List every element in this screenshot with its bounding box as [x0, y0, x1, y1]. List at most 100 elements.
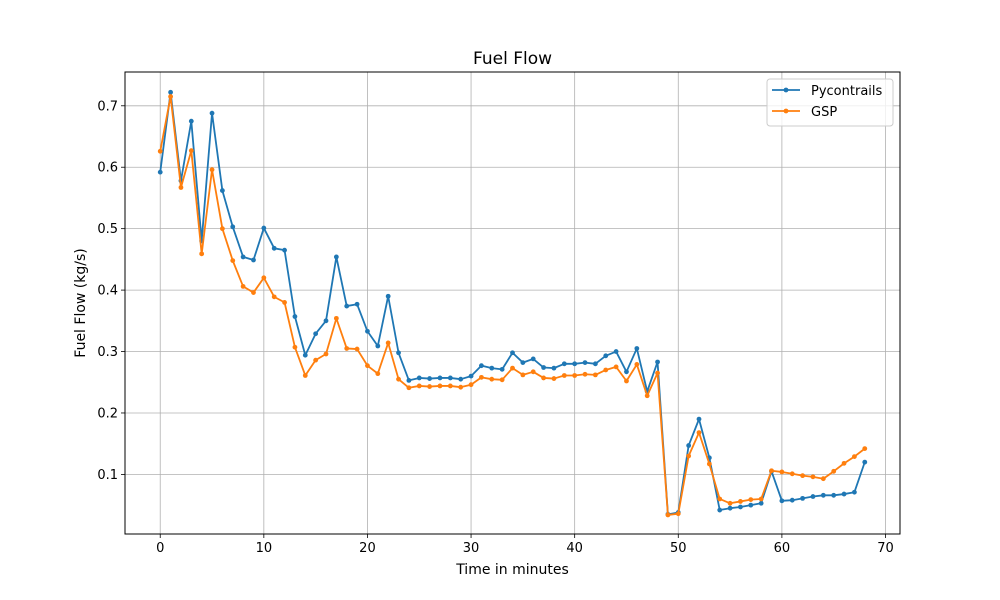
data-point-pycontrails: [686, 443, 692, 448]
data-point-pycontrails: [344, 303, 350, 309]
data-point-gsp: [365, 363, 370, 369]
data-point-pycontrails: [313, 331, 319, 337]
data-point-gsp: [344, 346, 350, 351]
data-point-gsp: [727, 500, 733, 506]
data-point-pycontrails: [510, 350, 515, 356]
legend-label-gsp: GSP: [811, 105, 837, 120]
data-point-pycontrails: [489, 365, 495, 371]
data-point-pycontrails: [530, 356, 536, 362]
data-point-gsp: [437, 383, 443, 389]
data-point-gsp: [323, 351, 329, 357]
data-point-pycontrails: [427, 376, 433, 381]
data-point-pycontrails: [748, 502, 754, 508]
data-point-pycontrails: [157, 169, 163, 175]
data-point-pycontrails: [613, 349, 619, 354]
data-point-pycontrails: [758, 500, 764, 506]
data-point-gsp: [717, 496, 723, 502]
data-point-pycontrails: [800, 495, 806, 501]
data-point-gsp: [396, 376, 401, 382]
data-point-pycontrails: [251, 257, 256, 263]
data-point-pycontrails: [447, 375, 453, 381]
data-point-pycontrails: [365, 328, 370, 334]
data-point-pycontrails: [168, 89, 173, 95]
data-point-pycontrails: [499, 366, 505, 372]
data-point-pycontrails: [862, 459, 868, 465]
data-point-pycontrails: [520, 360, 526, 365]
data-point-pycontrails: [572, 361, 578, 367]
data-point-gsp: [665, 512, 671, 518]
data-point-gsp: [820, 476, 826, 482]
data-point-pycontrails: [810, 494, 816, 499]
data-point-gsp: [499, 377, 505, 383]
chart-title: Fuel Flow: [473, 49, 552, 69]
x-tick-label: 30: [463, 541, 480, 556]
data-point-gsp: [427, 384, 433, 389]
data-point-gsp: [561, 373, 567, 378]
data-point-pycontrails: [292, 314, 298, 319]
data-point-gsp: [520, 372, 526, 378]
data-point-gsp: [354, 346, 360, 352]
y-tick-label: 0.7: [97, 99, 118, 114]
data-point-gsp: [168, 94, 173, 99]
data-point-gsp: [789, 471, 795, 477]
legend: Pycontrails GSP: [766, 78, 894, 127]
data-point-pycontrails: [592, 361, 598, 367]
data-point-gsp: [385, 340, 391, 346]
data-point-gsp: [841, 460, 847, 466]
legend-label-pycontrails: Pycontrails: [811, 84, 883, 99]
data-point-pycontrails: [188, 118, 194, 124]
data-point-gsp: [686, 453, 692, 459]
data-point-gsp: [230, 258, 236, 264]
data-point-gsp: [313, 357, 319, 363]
data-point-gsp: [178, 185, 184, 190]
data-point-gsp: [157, 148, 163, 154]
data-point-gsp: [862, 446, 868, 452]
data-point-gsp: [779, 469, 785, 475]
data-point-pycontrails: [479, 363, 484, 369]
data-point-gsp: [261, 275, 267, 281]
data-point-gsp: [479, 374, 484, 380]
data-point-gsp: [613, 364, 619, 370]
series-gsp: [157, 94, 868, 518]
data-point-pycontrails: [541, 365, 546, 370]
data-point-pycontrails: [240, 254, 246, 260]
data-point-pycontrails: [727, 505, 733, 511]
y-axis-label: Fuel Flow (kg/s): [73, 248, 89, 357]
x-tick-label: 40: [566, 541, 583, 556]
data-point-gsp: [406, 385, 412, 391]
data-point-gsp: [468, 382, 474, 388]
data-point-gsp: [706, 461, 712, 467]
data-point-gsp: [675, 511, 681, 517]
data-point-pycontrails: [396, 350, 401, 356]
data-point-gsp: [282, 299, 287, 305]
data-point-gsp: [655, 370, 660, 376]
y-tick-label: 0.6: [97, 161, 118, 176]
data-point-gsp: [333, 315, 339, 321]
data-point-gsp: [748, 497, 754, 502]
data-point-gsp: [447, 383, 453, 389]
data-point-gsp: [271, 294, 277, 300]
x-tick-label: 60: [774, 541, 791, 556]
data-point-pycontrails: [385, 293, 391, 299]
data-point-pycontrails: [582, 360, 588, 365]
data-point-pycontrails: [302, 352, 308, 358]
ticks: 0 10 20 30 40 50 60 70 0.1 0.2 0.3 0.4 0.5 0.6 0.7: [97, 99, 893, 556]
data-point-gsp: [199, 251, 205, 257]
data-point-pycontrails: [406, 378, 412, 383]
y-tick-label: 0.2: [97, 406, 118, 421]
data-point-gsp: [800, 473, 806, 479]
y-tick-label: 0.5: [97, 222, 118, 237]
legend-marker-pycontrails: [783, 87, 789, 93]
data-point-gsp: [831, 468, 837, 474]
data-point-gsp: [219, 226, 225, 232]
y-tick-label: 0.1: [97, 468, 118, 483]
y-tick-label: 0.4: [97, 284, 118, 299]
y-tick-label: 0.3: [97, 345, 118, 360]
data-point-gsp: [603, 367, 609, 373]
data-point-pycontrails: [323, 318, 329, 324]
data-point-pycontrails: [561, 361, 567, 367]
data-point-gsp: [510, 365, 515, 371]
legend-marker-gsp: [783, 108, 789, 114]
data-point-pycontrails: [852, 489, 857, 495]
